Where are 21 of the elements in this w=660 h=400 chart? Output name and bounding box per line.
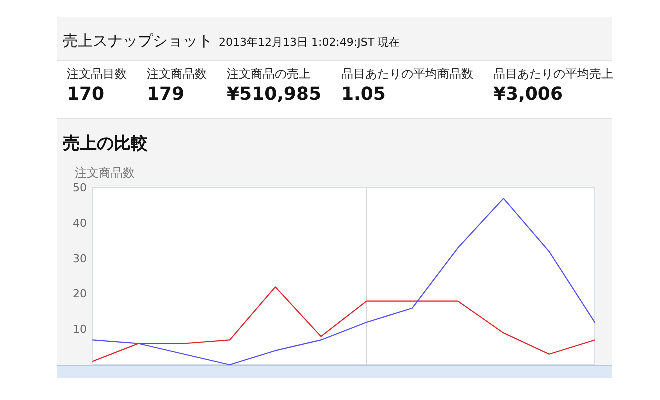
- line-series: [92, 286, 596, 362]
- y-tick-label: 20: [73, 288, 87, 301]
- text: ¥3,006: [494, 84, 563, 105]
- text: 1.05: [342, 84, 386, 105]
- category-label: 品目あたりの平均売上: [494, 66, 614, 82]
- line-series: [92, 198, 596, 366]
- text: 170: [67, 84, 105, 105]
- category-label: 注文品目数: [67, 66, 127, 82]
- text: ¥510,985: [227, 84, 322, 105]
- category-label: 注文商品数: [147, 66, 207, 82]
- category-label: 注文商品の売上: [227, 66, 312, 82]
- y-tick-label: 40: [73, 216, 87, 230]
- y-tick-label: 10: [73, 323, 87, 336]
- text: 179: [147, 84, 185, 105]
- y-tick-label: 50: [73, 182, 87, 194]
- y-tick-label: 30: [73, 252, 87, 266]
- y-axis-title: 注文商品数: [75, 166, 135, 180]
- text: 売上スナップショット: [63, 32, 213, 50]
- text: 2013年12月13日 1:02:49:JST 現在: [219, 36, 400, 49]
- category-label: 品目あたりの平均商品数: [342, 66, 474, 82]
- chart-title: 売上の比較: [63, 134, 149, 154]
